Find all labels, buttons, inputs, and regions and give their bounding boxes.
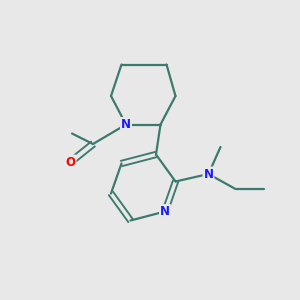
Text: N: N — [203, 167, 214, 181]
Text: N: N — [160, 205, 170, 218]
Text: N: N — [121, 118, 131, 131]
Text: O: O — [65, 155, 76, 169]
